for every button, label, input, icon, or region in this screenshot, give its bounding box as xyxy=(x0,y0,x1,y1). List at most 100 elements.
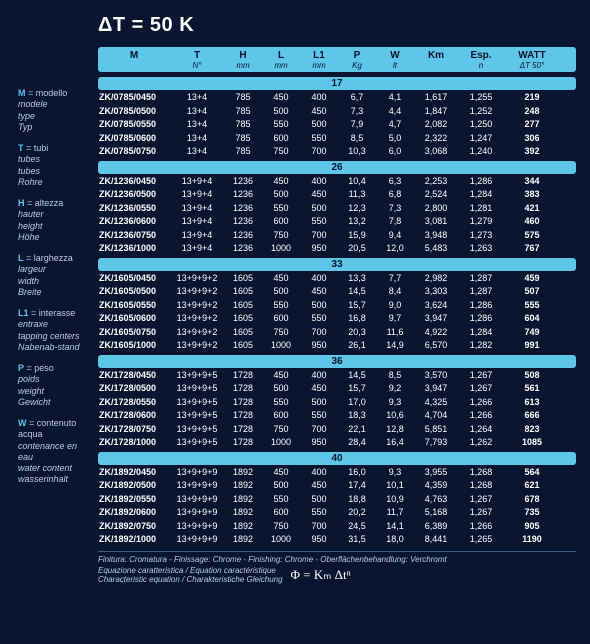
cell: 6,570 xyxy=(414,339,458,353)
cell: 13+4 xyxy=(170,118,224,132)
cell: 950 xyxy=(300,533,338,547)
cell: 1892 xyxy=(224,533,262,547)
equation: Φ = Kₘ Δtⁿ xyxy=(291,567,351,583)
cell: 12,0 xyxy=(376,242,414,256)
cell: 9,0 xyxy=(376,299,414,313)
cell: ZK/1892/0500 xyxy=(98,479,170,493)
cell: 15,9 xyxy=(338,229,376,243)
cell: 12,3 xyxy=(338,202,376,216)
table-row: ZK/1728/045013+9+9+5172845040014,58,53,5… xyxy=(98,369,576,383)
cell: 10,3 xyxy=(338,145,376,159)
cell: ZK/1236/0450 xyxy=(98,175,170,189)
table-row: ZK/1728/055013+9+9+5172855050017,09,34,3… xyxy=(98,396,576,410)
cell: 13,2 xyxy=(338,215,376,229)
cell: ZK/0785/0750 xyxy=(98,145,170,159)
cell: 13+4 xyxy=(170,132,224,146)
cell: 11,6 xyxy=(376,326,414,340)
cell: 621 xyxy=(504,479,560,493)
cell: 3,947 xyxy=(414,382,458,396)
cell: 561 xyxy=(504,382,560,396)
table-row: ZK/1605/045013+9+9+2160545040013,37,72,9… xyxy=(98,272,576,286)
cell: 13+9+9+9 xyxy=(170,506,224,520)
cell: 823 xyxy=(504,423,560,437)
cell: 12,8 xyxy=(376,423,414,437)
cell: ZK/1605/0550 xyxy=(98,299,170,313)
cell: 2,253 xyxy=(414,175,458,189)
cell: ZK/1236/0500 xyxy=(98,188,170,202)
cell: 1728 xyxy=(224,369,262,383)
table-row: ZK/1892/055013+9+9+9189255050018,810,94,… xyxy=(98,493,576,507)
cell: 7,9 xyxy=(338,118,376,132)
cell: 344 xyxy=(504,175,560,189)
table-row: ZK/1892/060013+9+9+9189260055020,211,75,… xyxy=(98,506,576,520)
cell: ZK/1236/0750 xyxy=(98,229,170,243)
cell: 1728 xyxy=(224,409,262,423)
cell: 5,0 xyxy=(376,132,414,146)
cell: 9,3 xyxy=(376,396,414,410)
cell: 450 xyxy=(300,105,338,119)
cell: 13+9+9+9 xyxy=(170,466,224,480)
col-header: Km xyxy=(414,47,458,72)
col-header: Hmm xyxy=(224,47,262,72)
cell: 4,325 xyxy=(414,396,458,410)
cell: 13+9+4 xyxy=(170,215,224,229)
cell: 18,0 xyxy=(376,533,414,547)
cell: 700 xyxy=(300,423,338,437)
cell: 5,483 xyxy=(414,242,458,256)
cell: 13+9+9+5 xyxy=(170,423,224,437)
cell: 2,322 xyxy=(414,132,458,146)
cell: 1,286 xyxy=(458,312,504,326)
cell: 460 xyxy=(504,215,560,229)
cell: 13+9+9+9 xyxy=(170,533,224,547)
cell: 450 xyxy=(300,382,338,396)
data-table: M TN°HmmLmmL1mmPKgWltKm Esp.nWATTΔT 50° … xyxy=(98,47,576,584)
cell: 24,5 xyxy=(338,520,376,534)
cell: 7,3 xyxy=(338,105,376,119)
cell: 1,267 xyxy=(458,493,504,507)
cell: 14,9 xyxy=(376,339,414,353)
cell: 500 xyxy=(300,299,338,313)
cell: 700 xyxy=(300,326,338,340)
cell: 1000 xyxy=(262,436,300,450)
cell: 16,0 xyxy=(338,466,376,480)
table-row: ZK/0785/045013+47854504006,74,11,6171,25… xyxy=(98,91,576,105)
cell: 14,5 xyxy=(338,285,376,299)
cell: 735 xyxy=(504,506,560,520)
cell: 1,262 xyxy=(458,436,504,450)
cell: 13+9+9+5 xyxy=(170,396,224,410)
cell: 10,4 xyxy=(338,175,376,189)
cell: 7,3 xyxy=(376,202,414,216)
cell: 13+9+9+5 xyxy=(170,436,224,450)
cell: 5,168 xyxy=(414,506,458,520)
cell: 15,7 xyxy=(338,299,376,313)
cell: ZK/1605/1000 xyxy=(98,339,170,353)
cell: 1,282 xyxy=(458,339,504,353)
cell: 1085 xyxy=(504,436,560,450)
table-row: ZK/1236/060013+9+4123660055013,27,83,081… xyxy=(98,215,576,229)
cell: 1,268 xyxy=(458,479,504,493)
cell: 17,0 xyxy=(338,396,376,410)
page-title: ΔT = 50 K xyxy=(0,0,590,47)
cell: 4,704 xyxy=(414,409,458,423)
cell: 1,266 xyxy=(458,409,504,423)
cell: 7,7 xyxy=(376,272,414,286)
cell: 1,266 xyxy=(458,396,504,410)
cell: 9,3 xyxy=(376,466,414,480)
col-header: WATTΔT 50° xyxy=(504,47,560,72)
cell: 749 xyxy=(504,326,560,340)
cell: 4,922 xyxy=(414,326,458,340)
cell: 500 xyxy=(300,396,338,410)
cell: 13+9+9+2 xyxy=(170,312,224,326)
cell: 20,5 xyxy=(338,242,376,256)
col-header: Wlt xyxy=(376,47,414,72)
cell: ZK/0785/0550 xyxy=(98,118,170,132)
cell: 1892 xyxy=(224,479,262,493)
cell: 550 xyxy=(262,299,300,313)
cell: 400 xyxy=(300,369,338,383)
cell: 1728 xyxy=(224,396,262,410)
cell: 3,947 xyxy=(414,312,458,326)
cell: 555 xyxy=(504,299,560,313)
cell: 16,8 xyxy=(338,312,376,326)
cell: 450 xyxy=(262,466,300,480)
cell: 785 xyxy=(224,132,262,146)
